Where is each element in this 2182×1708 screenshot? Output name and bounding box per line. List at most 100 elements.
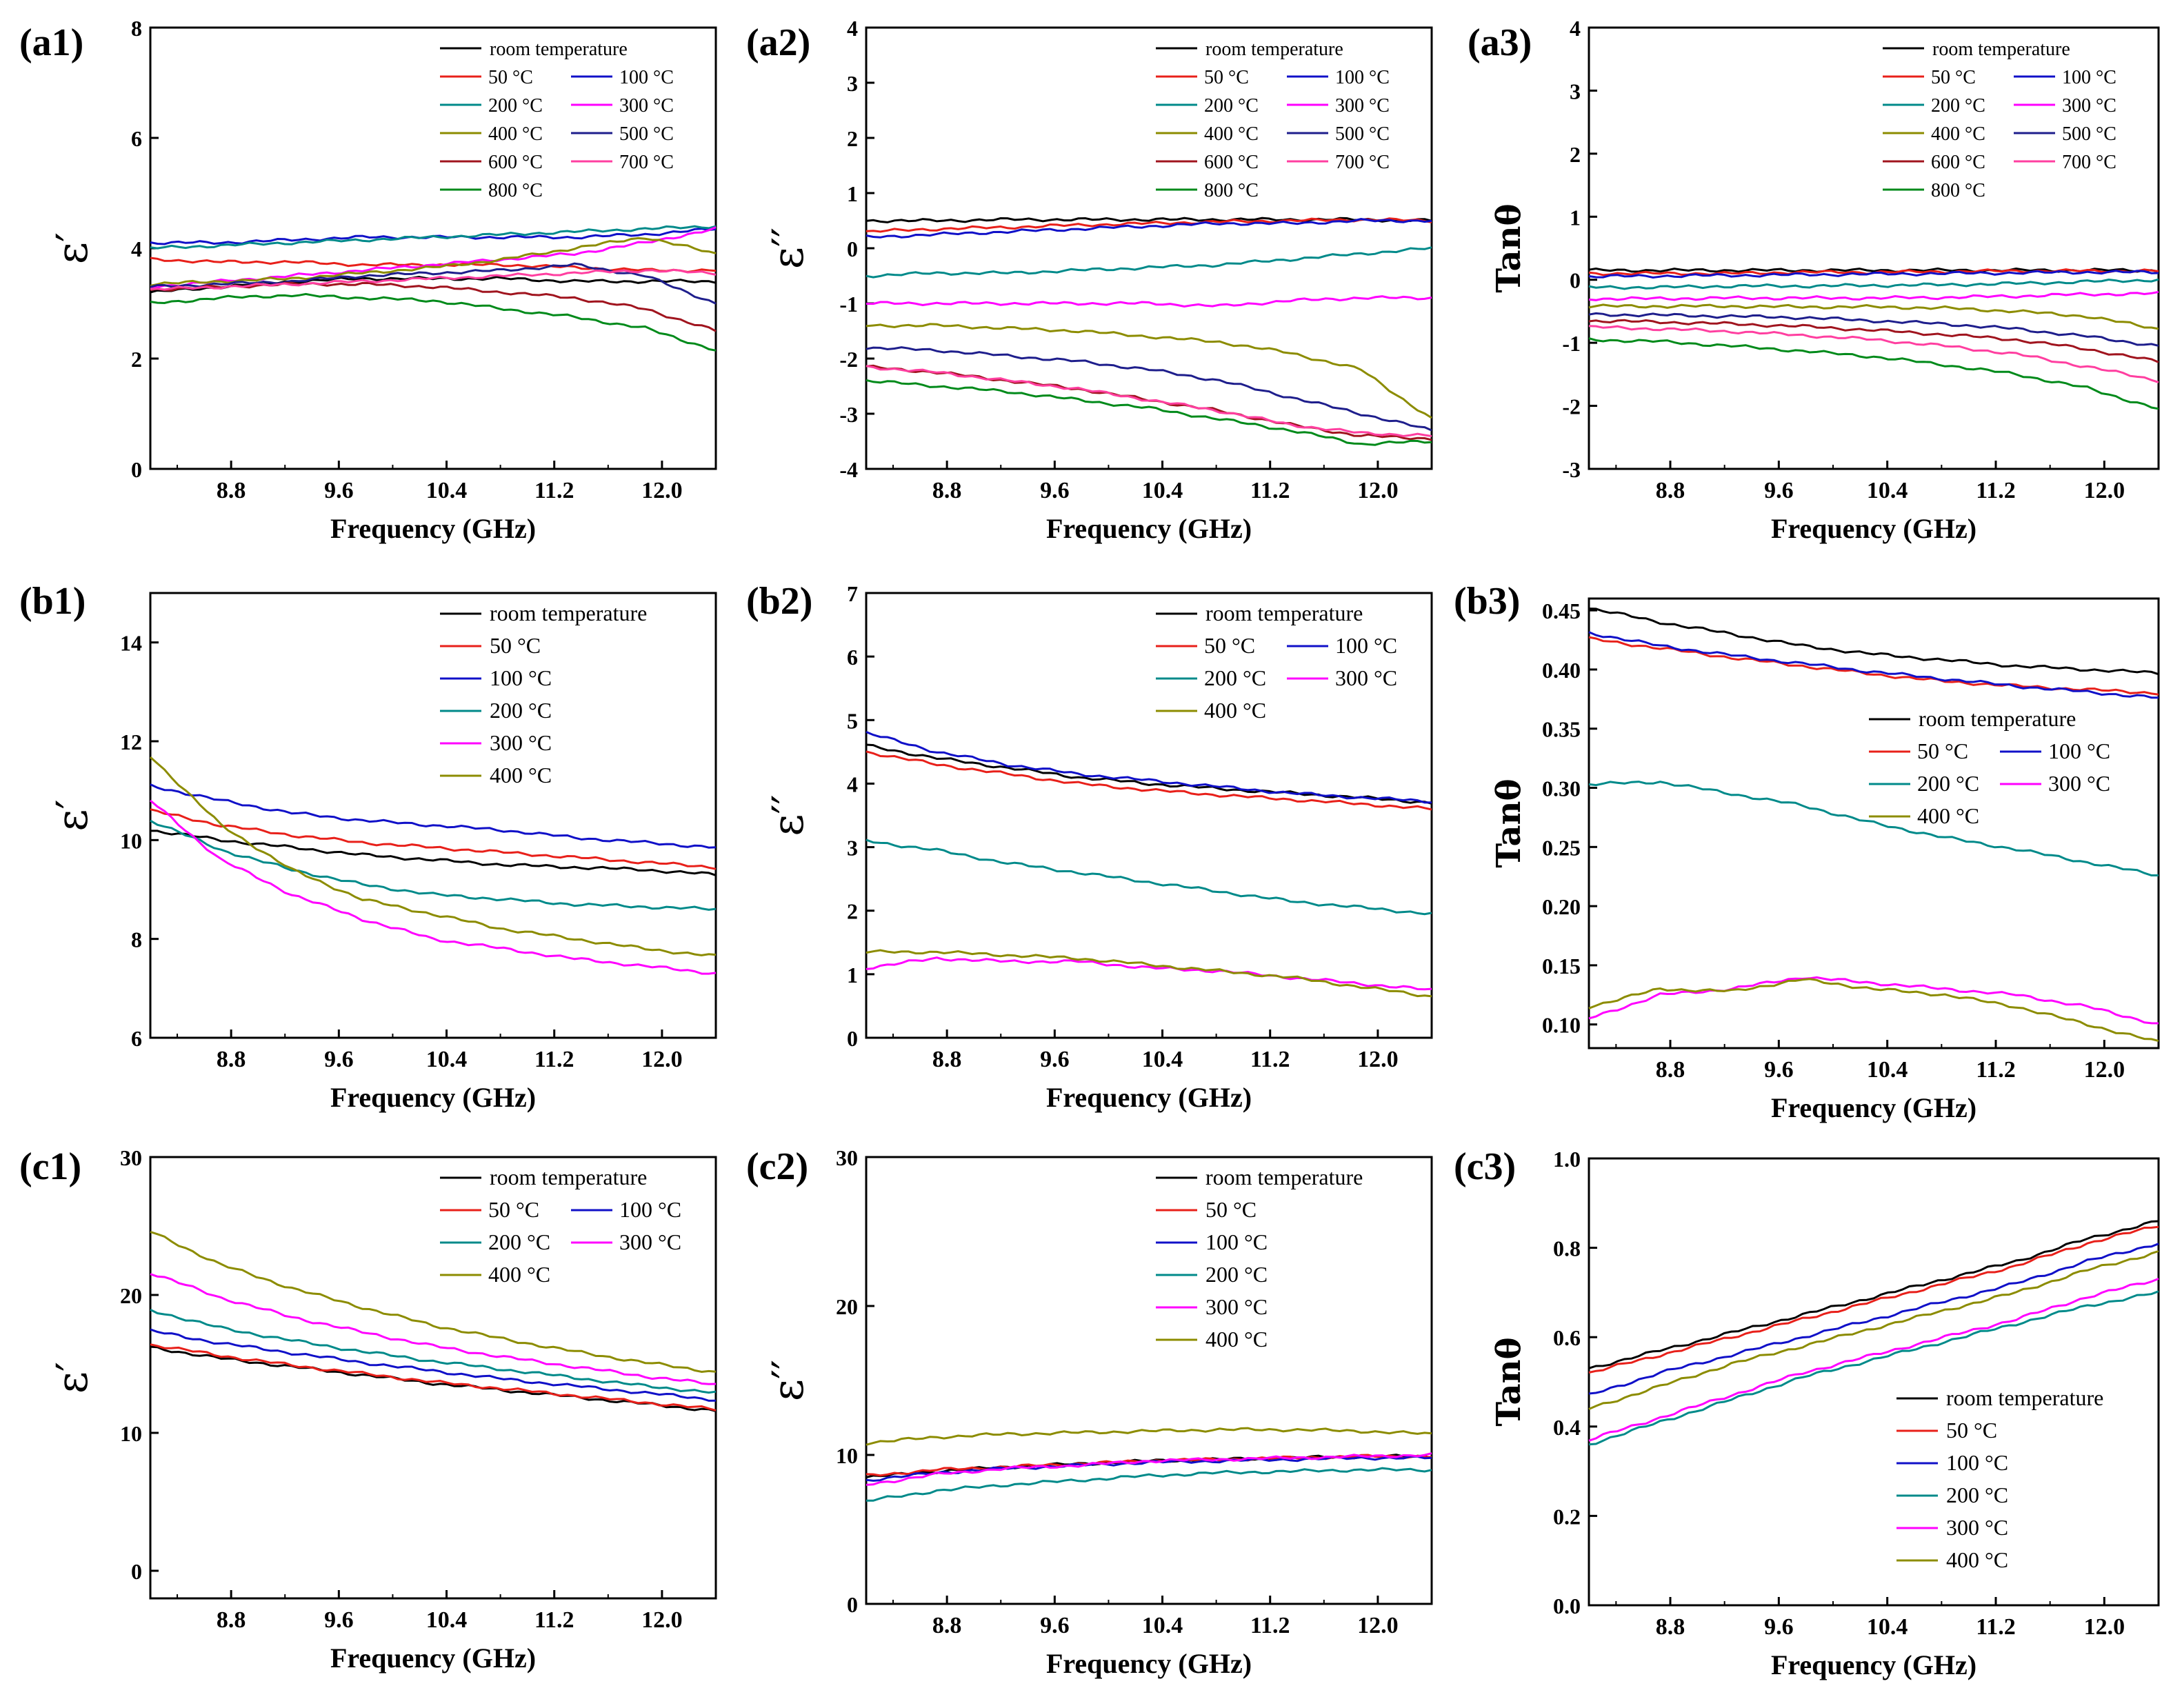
panel-c1: (c1) 8.8 9.6 10.4 11.2 12.0 Frequency (GHz) 0 10… xyxy=(19,1145,717,1674)
series-line xyxy=(1588,337,2159,410)
x-tick-label: 11.2 xyxy=(1976,1057,2016,1083)
plot-frame-b1 xyxy=(149,592,717,1039)
y-tick-label: 30 xyxy=(120,1145,142,1170)
x-tick-label: 12.0 xyxy=(1357,1613,1399,1638)
legend-label: 50 °C xyxy=(1205,1197,1257,1222)
panel-label-c3: (c3) xyxy=(1454,1145,1516,1188)
plot-frame-a2 xyxy=(865,26,1433,470)
series-line xyxy=(150,1328,717,1402)
y-axis-label: Tanθ xyxy=(1490,778,1528,867)
legend-label: 300 °C xyxy=(1205,1294,1268,1319)
y-tick-label: 0.40 xyxy=(1542,658,1581,683)
legend-label: 200 °C xyxy=(488,95,543,117)
series-line xyxy=(1588,1220,2159,1369)
series-line xyxy=(1588,1250,2159,1410)
legend-label: 400 °C xyxy=(1946,1547,2008,1572)
legend-label: 50 °C xyxy=(1931,67,1976,88)
y-tick-label: 6 xyxy=(131,126,142,151)
legend-label: 100 °C xyxy=(490,665,552,690)
plot-frame-c3 xyxy=(1588,1157,2160,1607)
series-line xyxy=(1588,781,2159,876)
x-axis-label: Frequency (GHz) xyxy=(330,1642,536,1674)
series-line xyxy=(150,799,717,975)
legend-label: 200 °C xyxy=(1931,95,1985,117)
x-tick-label: 8.8 xyxy=(217,1047,246,1072)
x-tick-label: 11.2 xyxy=(534,478,574,503)
legend-label: 200 °C xyxy=(1205,1262,1268,1287)
series-line xyxy=(150,1343,717,1411)
series-line xyxy=(865,246,1432,279)
plot-frame-a1 xyxy=(149,26,717,470)
x-tick-label: 11.2 xyxy=(1250,478,1290,503)
legend-label: 400 °C xyxy=(1204,698,1266,723)
series-line xyxy=(865,365,1432,438)
series-line xyxy=(1588,303,2159,330)
y-axis-label: ε′ xyxy=(47,1362,97,1394)
panel-label-b3: (b3) xyxy=(1454,580,1520,623)
y-axis-label: ε′′ xyxy=(763,228,813,269)
legend-a3: room temperature 50 °C 100 °C 200 °C 300 °C 4… xyxy=(1883,39,2116,201)
series-line xyxy=(150,830,717,876)
x-tick-label: 8.8 xyxy=(1656,1614,1685,1640)
x-tick-label: 8.8 xyxy=(932,1047,962,1072)
series-line xyxy=(150,1273,717,1385)
y-tick-label: -3 xyxy=(1562,457,1581,482)
x-tick-label: 8.8 xyxy=(932,1613,962,1638)
legend-label: 50 °C xyxy=(1204,633,1255,658)
y-axis-label: ε′′ xyxy=(763,1360,813,1401)
legend-label: 100 °C xyxy=(2048,739,2110,763)
legend-label: 700 °C xyxy=(619,152,674,173)
x-tick-label: 8.8 xyxy=(932,478,962,503)
x-tick-label: 10.4 xyxy=(1142,478,1183,503)
x-tick-label: 9.6 xyxy=(324,1607,354,1633)
panel-c3: (c3) 8.8 9.6 10.4 11.2 12.0 Frequency (GHz) 0.0… xyxy=(1454,1145,2160,1680)
y-tick-label: 0.45 xyxy=(1542,599,1581,623)
y-tick-label: -1 xyxy=(1562,331,1581,356)
series-line xyxy=(865,956,1432,991)
x-tick-label: 12.0 xyxy=(2084,478,2125,503)
series-line xyxy=(1588,270,2159,279)
series-line xyxy=(1588,978,2159,1043)
plot-frame-c2 xyxy=(865,1156,1433,1605)
y-tick-label: 0 xyxy=(1570,268,1581,293)
legend-label: 400 °C xyxy=(1205,1327,1268,1352)
legend-label: 100 °C xyxy=(1335,67,1390,88)
y-tick-label: -2 xyxy=(839,347,858,372)
y-tick-label: 4 xyxy=(847,16,858,41)
legend-label: 400 °C xyxy=(488,1262,550,1287)
y-axis-label: ε′′ xyxy=(763,794,813,836)
y-tick-label: 0 xyxy=(847,237,858,261)
x-tick-label: 8.8 xyxy=(217,478,246,503)
legend-label: 100 °C xyxy=(1205,1229,1268,1254)
y-tick-label: 4 xyxy=(131,237,142,261)
y-tick-label: 2 xyxy=(131,347,142,372)
series-line xyxy=(865,838,1432,916)
legend-label: 300 °C xyxy=(2048,771,2110,796)
legend-label: 300 °C xyxy=(1335,665,1397,690)
legend-label: room temperature xyxy=(1932,39,2070,60)
y-tick-label: 1 xyxy=(847,963,858,987)
legend-label: 300 °C xyxy=(2062,95,2116,117)
y-tick-label: -2 xyxy=(1562,394,1581,419)
y-tick-label: 5 xyxy=(847,708,858,733)
y-tick-label: 2 xyxy=(847,126,858,151)
series-line xyxy=(1588,1225,2159,1374)
panel-a2: (a2) 8.8 9.6 10.4 11.2 12.0 Frequency (GHz) -4 -… xyxy=(746,16,1433,544)
series-line xyxy=(1588,325,2159,383)
x-tick-label: 11.2 xyxy=(1976,1614,2016,1640)
panel-label-b2: (b2) xyxy=(746,580,812,623)
x-tick-label: 12.0 xyxy=(2084,1614,2125,1640)
series-line xyxy=(1588,319,2159,363)
x-axis-label: Frequency (GHz) xyxy=(1771,1092,1976,1123)
y-tick-label: 20 xyxy=(120,1283,142,1308)
plot-frame-b2 xyxy=(865,592,1433,1039)
legend-label: 400 °C xyxy=(490,763,552,787)
y-tick-label: 14 xyxy=(120,631,142,656)
series-line xyxy=(150,237,717,287)
y-tick-label: 12 xyxy=(120,730,142,754)
series-line xyxy=(150,783,717,849)
series-line xyxy=(865,323,1432,419)
y-tick-label: 0 xyxy=(131,457,142,482)
y-tick-label: 0 xyxy=(847,1592,858,1617)
legend-label: 50 °C xyxy=(1204,67,1249,88)
